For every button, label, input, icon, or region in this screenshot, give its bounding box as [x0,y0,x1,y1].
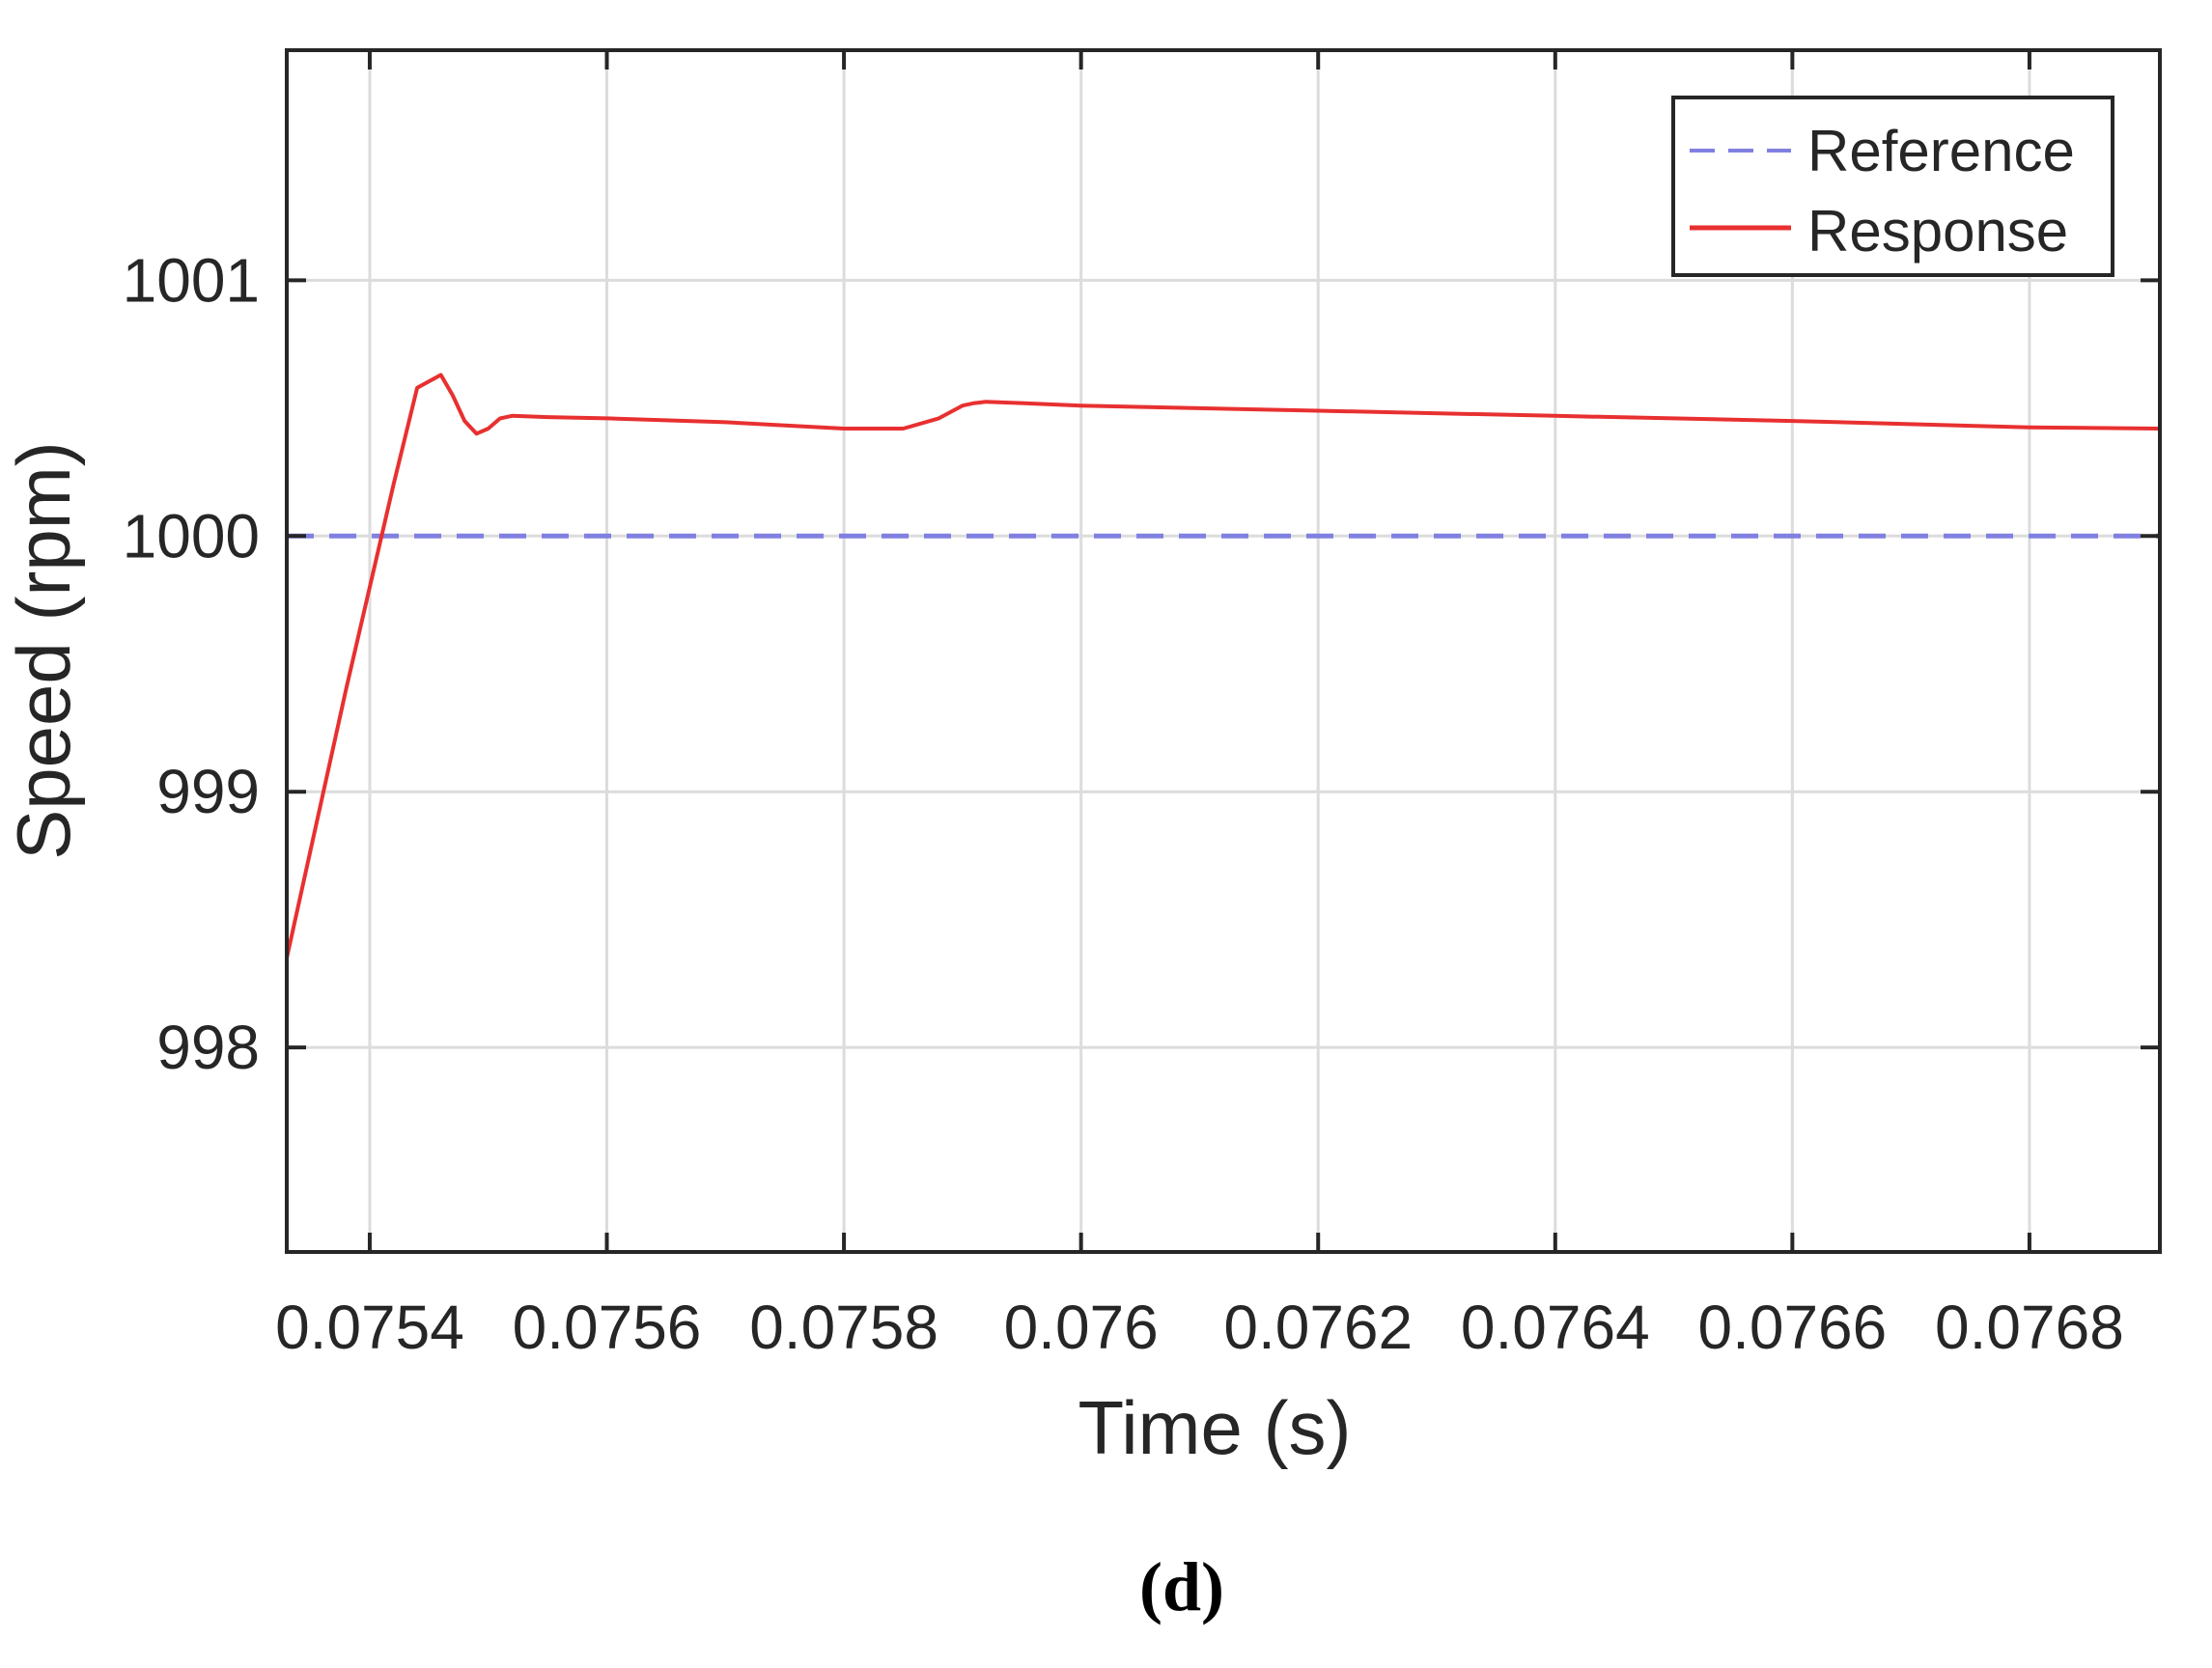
x-axis-label: Time (s) [1078,1385,1351,1470]
x-tick-label: 0.0762 [1223,1293,1413,1362]
series-line-response [285,373,2162,960]
y-tick-label: 1000 [123,501,260,570]
y-tick-label: 1001 [123,245,260,315]
ticks [287,50,2160,1252]
x-tick-label: 0.0756 [513,1293,702,1362]
panel-label: (d) [1139,1548,1224,1626]
series-layer [285,373,2162,960]
x-tick-label: 0.0766 [1697,1293,1887,1362]
legend-reference-label: Reference [1807,119,2075,183]
y-axis-label: Speed (rpm) [1,441,86,860]
plot-frame [285,48,2162,1254]
y-tick-label: 999 [156,757,260,826]
x-tick-label: 0.0764 [1461,1293,1650,1362]
y-tick-label: 998 [156,1013,260,1082]
x-tick-label: 0.0758 [749,1293,938,1362]
legend-box [1671,96,2114,277]
x-tick-label: 0.0754 [275,1293,464,1362]
x-tick-label: 0.0768 [1935,1293,2124,1362]
legend-response-label: Response [1807,199,2068,264]
legend: Reference Response [1671,96,2114,277]
x-tick-label: 0.076 [1004,1293,1159,1362]
tick-labels: 0.0754 0.0756 0.0758 0.076 0.0762 0.0764 0.076… [123,245,2124,1362]
